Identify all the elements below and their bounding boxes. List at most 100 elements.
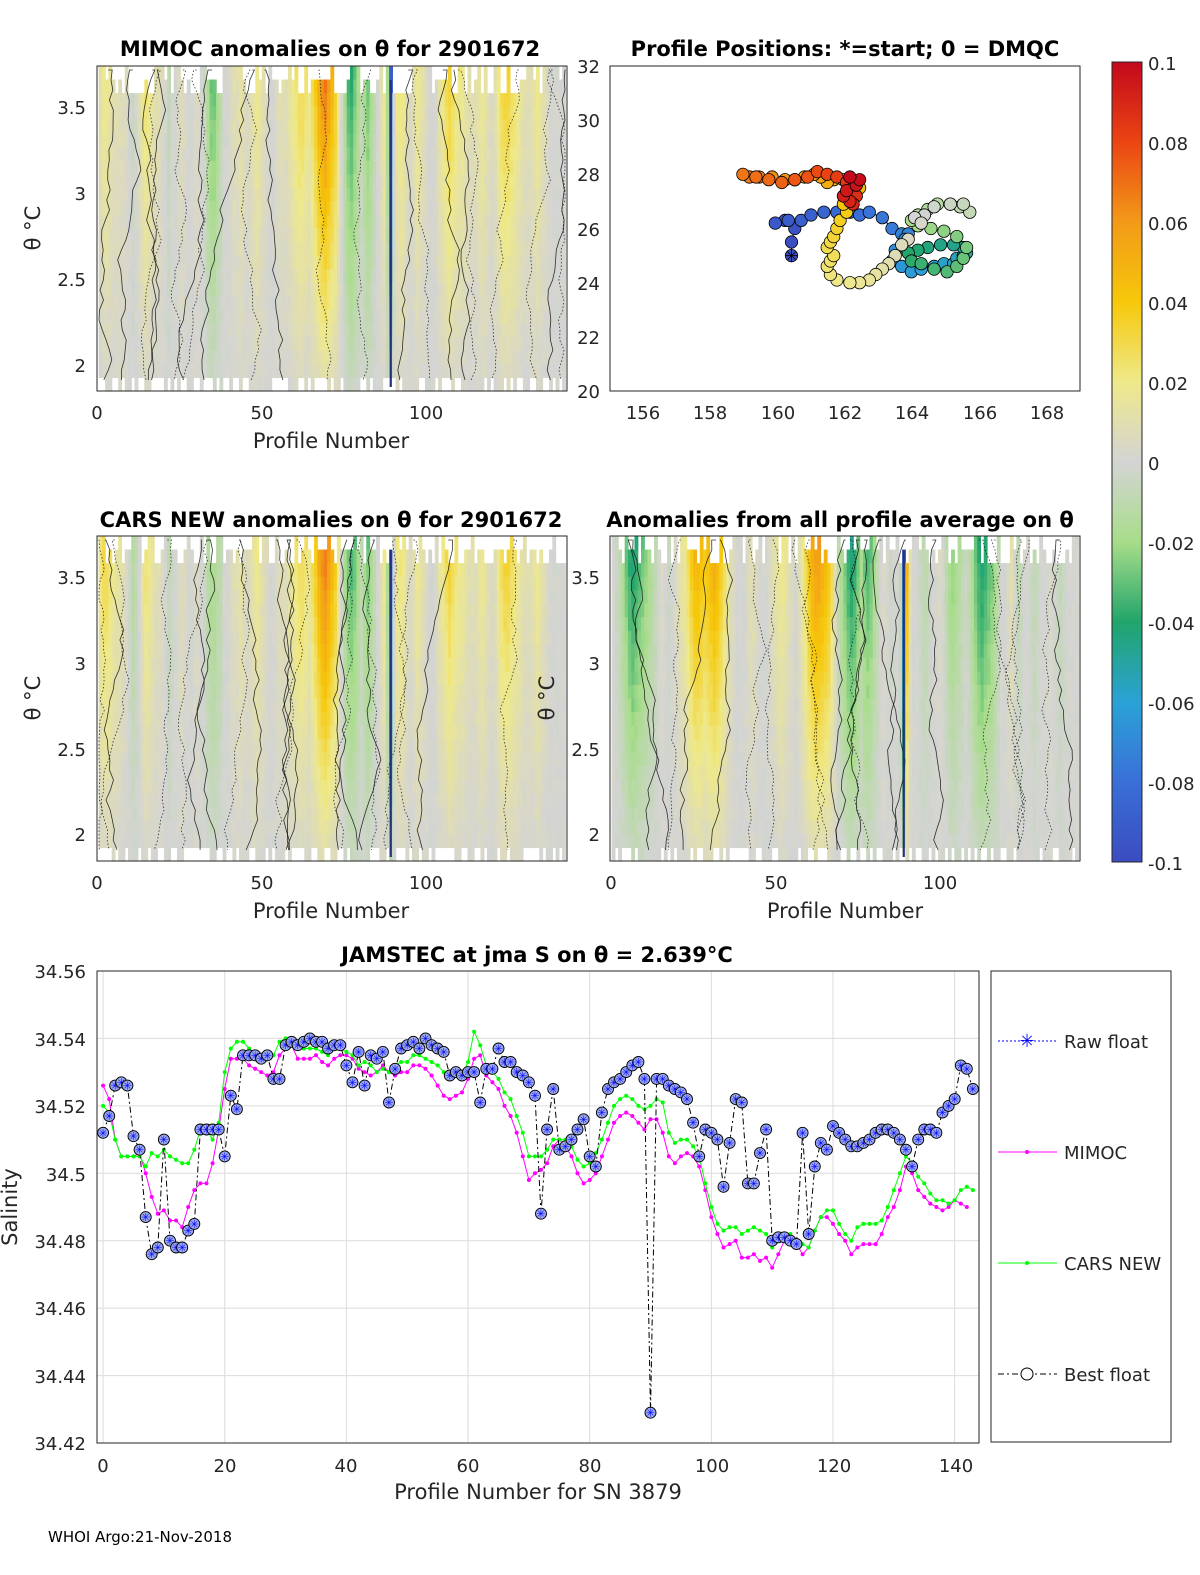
heatmap-cell	[535, 228, 540, 243]
heatmap-cell	[98, 255, 103, 270]
heatmap-cell	[411, 160, 416, 175]
heatmap-cell	[163, 296, 168, 311]
heatmap-cell	[483, 174, 488, 189]
heatmap-cell	[183, 174, 188, 189]
heatmap-cell	[395, 228, 400, 243]
heatmap-cell	[438, 242, 442, 257]
heatmap-cell	[261, 847, 266, 862]
heatmap-cell	[314, 133, 318, 148]
heatmap-cell	[562, 66, 566, 81]
heatmap-cell	[258, 214, 263, 230]
heatmap-cell	[101, 282, 106, 297]
heatmap-cell	[343, 147, 348, 162]
heatmap-cell	[467, 269, 472, 284]
heatmap-cell	[425, 296, 429, 311]
heatmap-cell	[242, 296, 247, 311]
heatmap-cell	[558, 160, 563, 175]
heatmap-cell	[353, 296, 358, 311]
heatmap-cell	[431, 336, 436, 351]
heatmap-cell	[235, 350, 240, 365]
heatmap-cell	[297, 160, 302, 175]
heatmap-cell	[229, 296, 234, 311]
mimoc-panel: MIMOC anomalies on θ for 2901672 3.5 3 2…	[21, 37, 568, 453]
heatmap-cell	[274, 93, 279, 108]
heatmap-cell	[395, 174, 400, 189]
heatmap-cell	[421, 282, 426, 297]
heatmap-cell	[124, 106, 129, 121]
heatmap-cell	[447, 282, 452, 297]
heatmap-cell	[323, 147, 328, 162]
colorbar-tick: -0.04	[1148, 614, 1195, 635]
heatmap-cell	[421, 336, 426, 351]
heatmap-cell	[121, 133, 126, 148]
heatmap-cell	[330, 174, 335, 189]
heatmap-cell	[287, 93, 292, 108]
heatmap-cell	[134, 201, 139, 216]
heatmap-cell	[118, 536, 123, 551]
heatmap-cell	[287, 363, 292, 379]
heatmap-cell	[441, 106, 446, 121]
heatmap-cell	[304, 323, 309, 338]
heatmap-cell	[310, 269, 315, 284]
heatmap-cell	[483, 106, 488, 121]
heatmap-cell	[101, 336, 106, 351]
heatmap-cell	[363, 120, 367, 135]
heatmap-cell	[353, 174, 358, 189]
heatmap-cell	[421, 120, 426, 135]
heatmap-cell	[235, 174, 240, 189]
heatmap-cell	[376, 214, 380, 230]
heatmap-cell	[238, 269, 243, 284]
heatmap-cell	[203, 309, 207, 324]
heatmap-cell	[549, 377, 553, 392]
heatmap-cell	[317, 323, 322, 338]
heatmap-cell	[333, 323, 338, 338]
heatmap-cell	[219, 106, 224, 121]
heatmap-cell	[346, 296, 351, 311]
cars-heatmap	[98, 536, 566, 862]
heatmap-cell	[532, 296, 537, 311]
heatmap-cell	[343, 309, 348, 324]
heatmap-cell	[327, 377, 331, 392]
colorbar-tick: -0.06	[1148, 694, 1195, 715]
heatmap-cell	[349, 120, 354, 135]
heatmap-cell	[186, 228, 191, 243]
heatmap-cell	[408, 93, 413, 108]
heatmap-cell	[392, 160, 397, 175]
heatmap-cell	[473, 160, 478, 175]
heatmap-cell	[193, 282, 198, 297]
heatmap-cell	[382, 106, 387, 121]
heatmap-cell	[402, 160, 407, 175]
heatmap-cell	[134, 377, 139, 392]
heatmap-cell	[343, 363, 348, 379]
heatmap-cell	[418, 296, 423, 311]
heatmap-cell	[98, 93, 103, 108]
heatmap-cell	[271, 147, 276, 162]
heatmap-cell	[376, 160, 380, 175]
heatmap-cell	[522, 255, 527, 270]
heatmap-cell	[483, 242, 488, 257]
heatmap-cell	[235, 187, 240, 203]
heatmap-cell	[434, 228, 439, 243]
heatmap-cell	[225, 228, 230, 243]
contour-line	[546, 69, 566, 381]
heatmap-cell	[519, 174, 524, 189]
heatmap-cell	[428, 120, 433, 135]
heatmap-cell	[376, 133, 380, 148]
heatmap-cell	[317, 174, 322, 189]
heatmap-cell	[229, 269, 234, 284]
heatmap-cell	[349, 255, 354, 270]
heatmap-cell	[287, 106, 292, 121]
heatmap-cell	[549, 66, 553, 81]
heatmap-cell	[382, 160, 387, 175]
heatmap-cell	[415, 309, 420, 324]
heatmap-cell	[268, 255, 273, 270]
heatmap-cell	[111, 269, 116, 284]
heatmap-cell	[451, 377, 455, 392]
heatmap-cell	[402, 174, 407, 189]
heatmap-cell	[470, 120, 475, 135]
heatmap-cell	[539, 160, 544, 175]
heatmap-cell	[425, 336, 429, 351]
heatmap-cell	[470, 296, 475, 311]
heatmap-cell	[555, 377, 560, 392]
heatmap-cell	[372, 120, 377, 135]
